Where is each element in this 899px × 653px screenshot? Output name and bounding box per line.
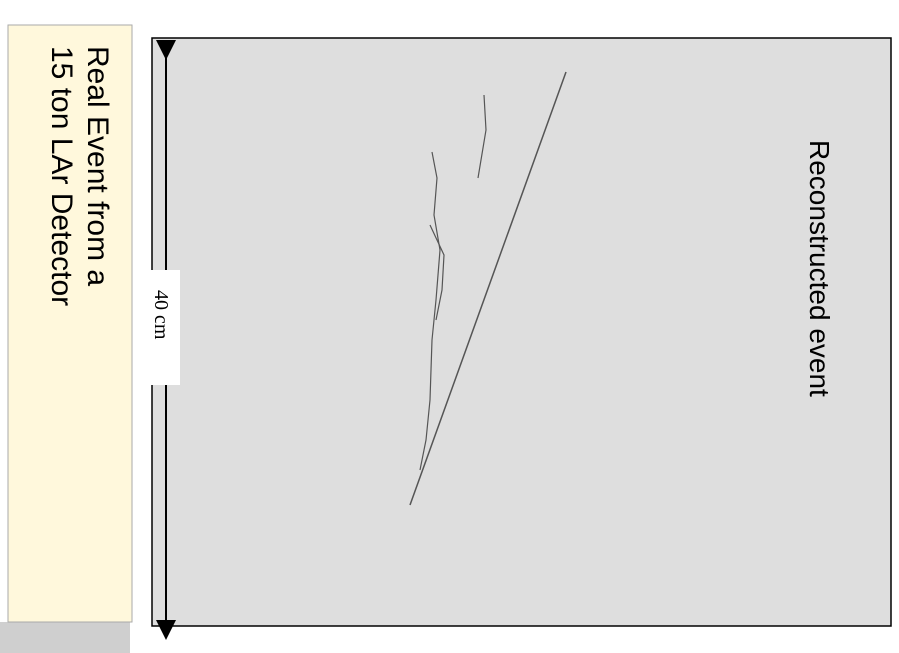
title-line: 15 ton LAr Detector [45, 46, 78, 306]
title-box [7, 24, 133, 623]
event-image [151, 37, 892, 627]
image-label: Reconstructed event [804, 140, 835, 397]
title-line: Real Event from a [81, 46, 114, 286]
scale-label-box [142, 270, 180, 385]
scale-label: 40 cm [150, 290, 172, 340]
tracks [409, 71, 567, 506]
footer-strip [0, 622, 130, 653]
